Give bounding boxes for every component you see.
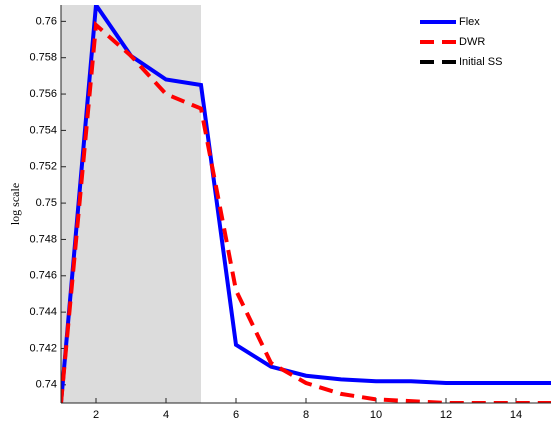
x-tick-label: 12: [440, 409, 452, 421]
x-tick-label: 2: [93, 409, 99, 421]
y-tick-label: 0.744: [29, 306, 57, 318]
shaded-region: [61, 5, 201, 403]
series-line: [61, 5, 551, 403]
y-tick-label: 0.76: [36, 15, 57, 27]
plot-lines: [61, 5, 551, 403]
x-tick-label: 4: [163, 409, 169, 421]
y-tick-label: 0.742: [29, 342, 57, 354]
legend-label: DWR: [459, 36, 485, 48]
legend-box: [418, 9, 548, 71]
legend-label: Flex: [459, 16, 480, 28]
x-tick-label: 10: [370, 409, 382, 421]
series-line: [61, 20, 551, 403]
y-tick-label: 0.75: [36, 197, 57, 209]
legend-label: Initial SS: [459, 56, 502, 68]
x-tick-label: 14: [510, 409, 522, 421]
y-axis-label: log scale: [8, 183, 22, 225]
x-tick-label: 8: [303, 409, 309, 421]
y-tick-label: 0.746: [29, 270, 57, 282]
x-tick-label: 6: [233, 409, 239, 421]
y-tick-label: 0.756: [29, 88, 57, 100]
y-tick-label: 0.752: [29, 161, 57, 173]
y-tick-label: 0.758: [29, 52, 57, 64]
y-tick-label: 0.754: [29, 124, 57, 136]
y-tick-label: 0.748: [29, 233, 57, 245]
y-tick-label: 0.74: [36, 379, 57, 391]
